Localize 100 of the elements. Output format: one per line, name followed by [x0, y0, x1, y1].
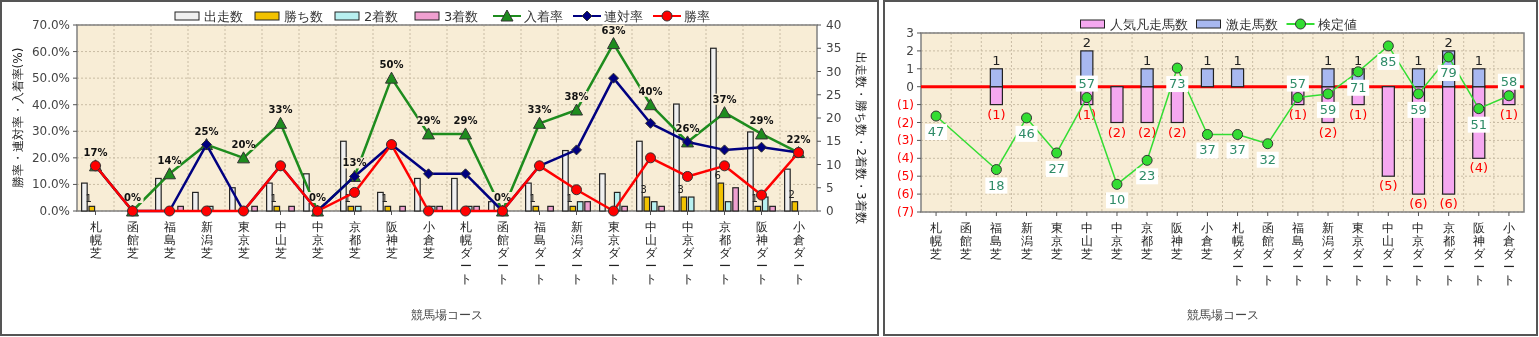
y-tick-label: 70.0% [31, 18, 70, 32]
data-label: (2) [1168, 124, 1187, 140]
legend-label: 2着数 [364, 9, 399, 24]
x-tick-label: 東京芝 [237, 220, 250, 260]
data-label: 1 [270, 193, 277, 205]
data-label: 46 [1018, 125, 1035, 141]
data-label: 3 [640, 184, 647, 196]
data-label: 1 [751, 193, 758, 205]
data-label: (4) [1469, 160, 1488, 176]
y2-tick-label: 0 [826, 204, 834, 218]
x-tick-label: 中山ダート [644, 220, 658, 286]
data-label: 33% [268, 104, 293, 116]
y-tick-label: 60.0% [31, 44, 70, 59]
data-label: 57 [1078, 75, 1096, 91]
y-tick-label: (5) [897, 169, 914, 184]
data-label: 50% [379, 59, 404, 71]
data-label: (2) [1107, 124, 1127, 140]
y-tick-label: (6) [897, 187, 914, 202]
data-label: 47 [927, 124, 945, 140]
legend-label: 勝ち数 [284, 9, 323, 24]
y2-axis-title: 出走数・勝ち数・2着数・3着数 [854, 52, 868, 224]
y-tick-label: 40.0% [31, 97, 70, 112]
y-tick-label: 3 [906, 26, 914, 40]
y-tick-label: 20.0% [31, 150, 70, 165]
data-label: (1) [987, 106, 1006, 122]
data-label: (1) [1288, 106, 1308, 122]
x-tick-label: 阪神ダート [755, 220, 769, 286]
data-label: 25% [194, 125, 219, 137]
x-tick-label: 中京ダート [681, 220, 695, 286]
data-label: 2 [788, 188, 795, 200]
legend-label: 入着率 [524, 9, 563, 24]
data-label: 33% [527, 104, 552, 116]
x-tick-label: 札幌ダート [459, 220, 473, 286]
data-label: 10 [1108, 192, 1126, 208]
data-label: 13% [342, 157, 367, 169]
data-label: 38% [564, 91, 589, 103]
data-label: 73 [1169, 76, 1186, 92]
y-axis-title: 勝率・連対率・入着率(%) [11, 47, 25, 189]
data-label: 32 [1259, 151, 1276, 167]
y-tick-label: 0.0% [39, 204, 70, 218]
x-tick-label: 福島ダート [533, 220, 547, 286]
data-label: 0% [309, 192, 326, 203]
x-tick-label: 札幌芝 [89, 220, 102, 260]
x-tick-label: 新潟芝 [1020, 221, 1033, 261]
x-tick-label: 中山芝 [274, 220, 287, 260]
x-tick-label: 新潟ダート [570, 220, 584, 286]
data-label: (5) [1379, 178, 1398, 194]
x-tick-label: 小倉ダート [1502, 221, 1516, 287]
data-label: 71 [1349, 79, 1367, 95]
legend-label: 激走馬数 [1225, 17, 1278, 32]
data-label: (2) [1318, 124, 1338, 140]
data-label: 79 [1440, 64, 1457, 80]
data-label: 58 [1500, 73, 1518, 89]
x-tick-label: 函館芝 [126, 220, 139, 260]
x-tick-label: 京都ダート [718, 220, 732, 286]
data-label: 1 [85, 193, 92, 205]
x-tick-label: 小倉芝 [422, 220, 435, 260]
legend-label: 連対率 [604, 9, 643, 24]
data-label: (1) [1348, 106, 1368, 122]
data-label: 0% [494, 192, 511, 203]
data-label: 1 [1233, 52, 1242, 68]
y-tick-label: (3) [897, 133, 914, 148]
data-label: 1 [1203, 52, 1212, 68]
x-tick-label: 東京芝 [1050, 221, 1063, 261]
x-tick-label: 阪神芝 [1171, 221, 1184, 261]
y-tick-label: 0 [906, 79, 914, 94]
x-tick-label: 新潟ダート [1322, 221, 1336, 287]
data-label: 59 [1410, 101, 1427, 117]
x-tick-label: 函館ダート [496, 220, 510, 286]
x-tick-label: 函館芝 [960, 221, 973, 261]
data-label: 17% [83, 146, 108, 158]
y-tick-label: (1) [897, 97, 914, 112]
legend-label: 出走数 [204, 9, 243, 24]
y2-tick-label: 35 [826, 41, 842, 56]
x-tick-label: 阪神芝 [385, 220, 398, 260]
x-axis-title: 競馬場コース [411, 308, 483, 322]
x-tick-label: 小倉ダート [792, 220, 806, 286]
y2-tick-label: 20 [826, 111, 842, 125]
data-label: 1 [1323, 52, 1333, 68]
y2-tick-label: 25 [826, 87, 842, 102]
x-tick-label: 中京ダート [1412, 221, 1426, 287]
y2-tick-label: 30 [826, 64, 842, 79]
data-label: 1 [1354, 52, 1363, 68]
x-tick-label: 中山ダート [1382, 221, 1396, 287]
data-label: 29% [749, 114, 774, 126]
data-label: (6) [1439, 196, 1458, 212]
x-tick-label: 阪神ダート [1472, 221, 1486, 287]
legend-label: 検定値 [1317, 17, 1357, 32]
x-tick-label: 中山芝 [1080, 221, 1093, 261]
x-tick-label: 福島ダート [1291, 221, 1305, 287]
data-label: 37% [712, 93, 737, 105]
data-label: 0% [124, 192, 141, 203]
data-label: 85 [1380, 53, 1397, 69]
x-tick-label: 東京ダート [1352, 221, 1366, 287]
x-tick-label: 福島芝 [163, 220, 176, 260]
data-label: 1 [1474, 52, 1483, 68]
data-label: 1 [381, 193, 388, 205]
x-tick-label: 中京芝 [1110, 221, 1123, 261]
x-tick-label: 東京ダート [607, 220, 621, 286]
y-tick-label: (2) [897, 115, 914, 130]
